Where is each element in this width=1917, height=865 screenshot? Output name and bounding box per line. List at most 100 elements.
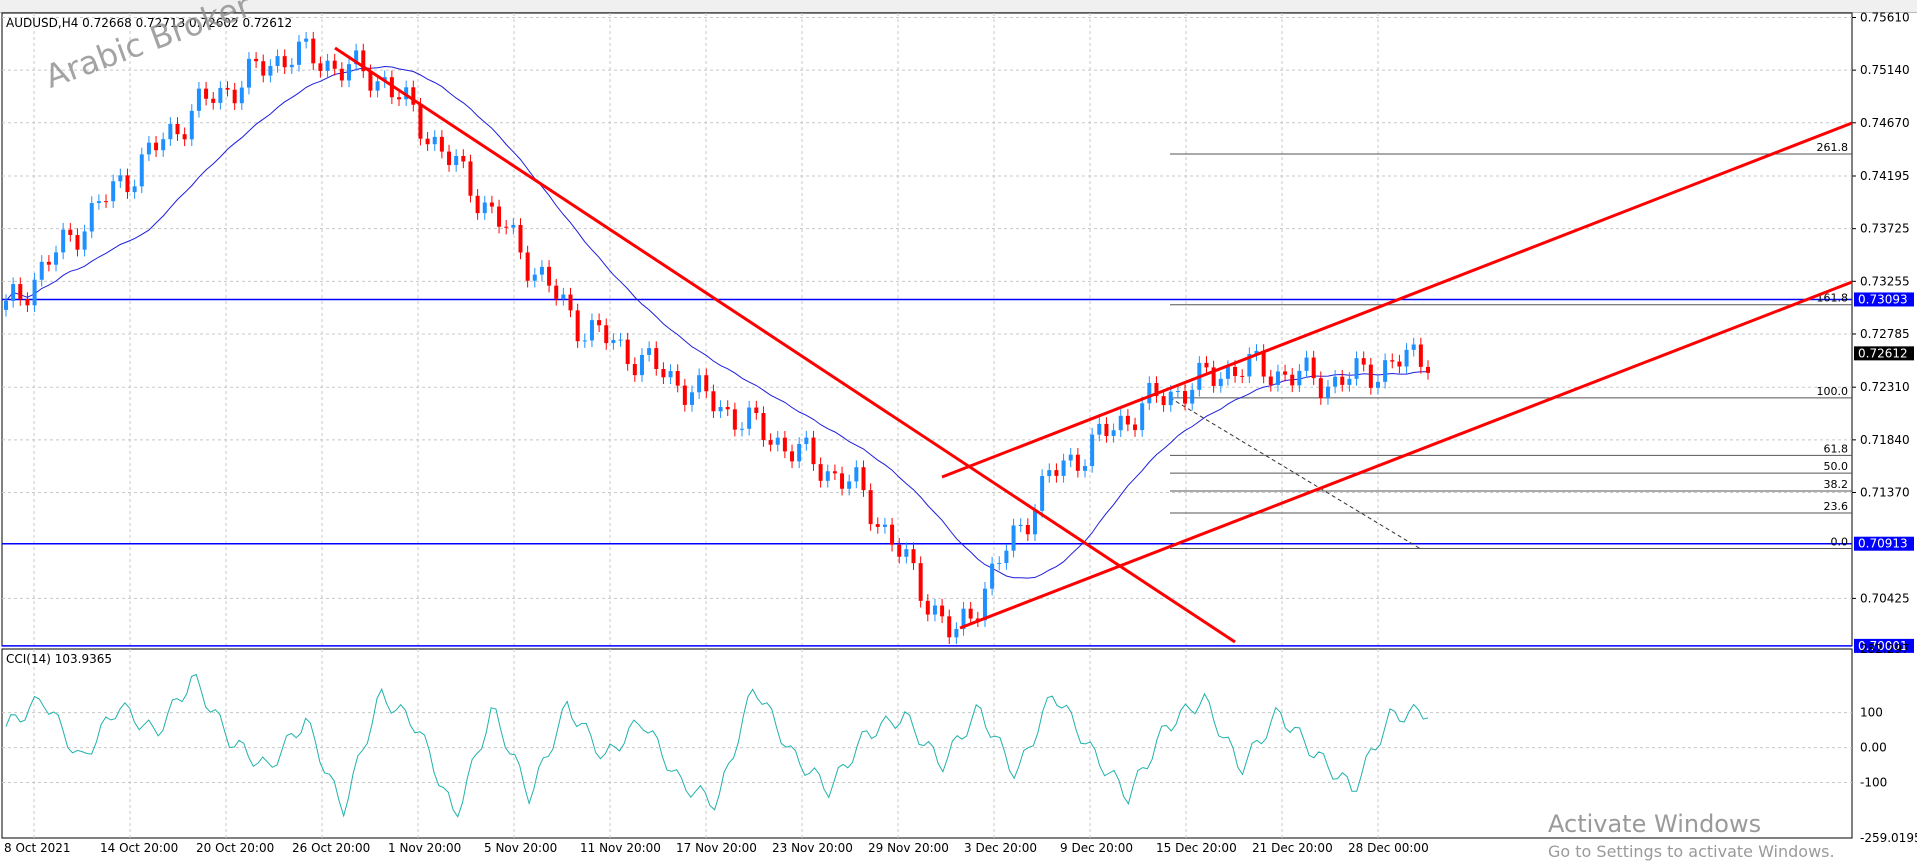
trendlines[interactable]: [334, 46, 1853, 644]
candle-body: [868, 490, 873, 525]
candle-body: [1283, 371, 1288, 375]
candle-body: [1004, 550, 1009, 564]
price-tag-label: 0.70913: [1858, 537, 1908, 551]
candle-body: [61, 229, 66, 253]
candle-body: [425, 138, 430, 145]
candle-body: [732, 409, 737, 430]
candle-body: [775, 437, 780, 445]
candle-body: [161, 139, 166, 151]
candle-body: [1054, 470, 1059, 476]
candle-body: [504, 226, 509, 228]
candle-body: [575, 310, 580, 342]
candle-body: [1218, 378, 1223, 386]
candle-body: [204, 88, 209, 99]
candle-body: [1418, 344, 1423, 367]
candle-body: [618, 339, 623, 341]
candle-body: [854, 467, 859, 482]
trendline: [959, 280, 1853, 630]
candle-body: [189, 110, 194, 140]
price-tag-label: 0.72612: [1858, 346, 1908, 360]
candle-body: [990, 563, 995, 589]
candle-body: [1325, 386, 1330, 399]
candle-body: [268, 65, 273, 76]
candle-body: [911, 549, 916, 564]
candle-body: [1240, 375, 1245, 377]
candle-body: [1040, 476, 1045, 511]
candle-body: [225, 87, 230, 90]
candle-body: [604, 325, 609, 344]
candle-body: [1018, 524, 1023, 526]
time-tick-label: 21 Dec 20:00: [1252, 841, 1333, 855]
candle-body: [825, 471, 830, 481]
candle-body: [232, 89, 237, 104]
price-tick-label: 0.73725: [1860, 222, 1910, 236]
candle-body: [1290, 374, 1295, 386]
price-tick-label: 0.75610: [1860, 10, 1910, 24]
time-tick-label: 5 Nov 20:00: [484, 841, 557, 855]
candle-body: [882, 524, 887, 527]
trendline: [334, 46, 1236, 644]
candle-body: [1275, 371, 1280, 385]
candle-body: [847, 481, 852, 489]
candle-body: [196, 88, 201, 111]
candle-body: [18, 284, 23, 300]
price-tag-box: [1854, 536, 1914, 551]
candle-body: [1161, 396, 1166, 406]
candle-body: [75, 234, 80, 250]
candle-body: [339, 68, 344, 81]
candle-body: [654, 348, 659, 369]
candle-body: [304, 38, 309, 42]
candle-body: [4, 300, 8, 310]
price-tick-label: 0.70425: [1860, 591, 1910, 605]
price-tick-label: 0.72310: [1860, 380, 1910, 394]
ma-line: [5, 65, 1429, 579]
candle-body: [768, 440, 773, 445]
time-axis: 8 Oct 2021 14 Oct 20:00 20 Oct 20:00 26 Oct…: [4, 841, 1429, 855]
time-tick-label: 14 Oct 20:00: [100, 841, 178, 855]
main-panel-frame: [1, 12, 1853, 647]
candle-body: [511, 224, 516, 228]
candle-body: [46, 261, 51, 265]
candle-body: [346, 64, 351, 81]
candle-body: [1168, 391, 1173, 406]
main-grid: [2, 13, 1852, 646]
candle-body: [754, 407, 759, 414]
candle-body: [1111, 430, 1116, 436]
candle-body: [582, 340, 587, 342]
candle-body: [797, 443, 802, 462]
candle-body: [354, 50, 359, 65]
candle-body: [940, 605, 945, 617]
candle-body: [82, 231, 87, 250]
candle-body: [1047, 470, 1052, 477]
candle-body: [840, 473, 845, 489]
candle-body: [1375, 381, 1380, 388]
cci-grid: [2, 649, 1852, 838]
candle-body: [1426, 366, 1430, 373]
cci-path: [5, 673, 1429, 818]
candle-body: [761, 413, 766, 441]
candle-body: [518, 224, 523, 253]
candle-body: [954, 628, 959, 638]
time-tick-label: 17 Nov 20:00: [676, 841, 757, 855]
price-tag-box: [1854, 346, 1914, 361]
price-tag-label: 0.70001: [1858, 639, 1908, 653]
price-axis: 0.75610 0.75140 0.74670 0.74195 0.73725 0.732…: [1852, 10, 1910, 605]
candle-body: [246, 58, 251, 88]
time-tick-label: 8 Oct 2021: [4, 841, 71, 855]
candle-body: [997, 563, 1002, 565]
candle-body: [1175, 391, 1180, 393]
candle-body: [875, 524, 880, 527]
candle-body: [1125, 415, 1130, 425]
time-tick-label: 15 Dec 20:00: [1156, 841, 1237, 855]
cci-tick-label: 0.00: [1860, 741, 1887, 755]
candle-body: [175, 123, 180, 135]
candle-body: [890, 524, 895, 545]
candle-body: [1140, 403, 1145, 431]
candle-body: [597, 320, 602, 326]
candle-body: [211, 98, 216, 103]
candle-body: [525, 252, 530, 281]
price-tick-label: 0.73255: [1860, 274, 1910, 288]
candle-body: [418, 104, 423, 139]
fib-level-label: 161.8: [1817, 292, 1849, 305]
